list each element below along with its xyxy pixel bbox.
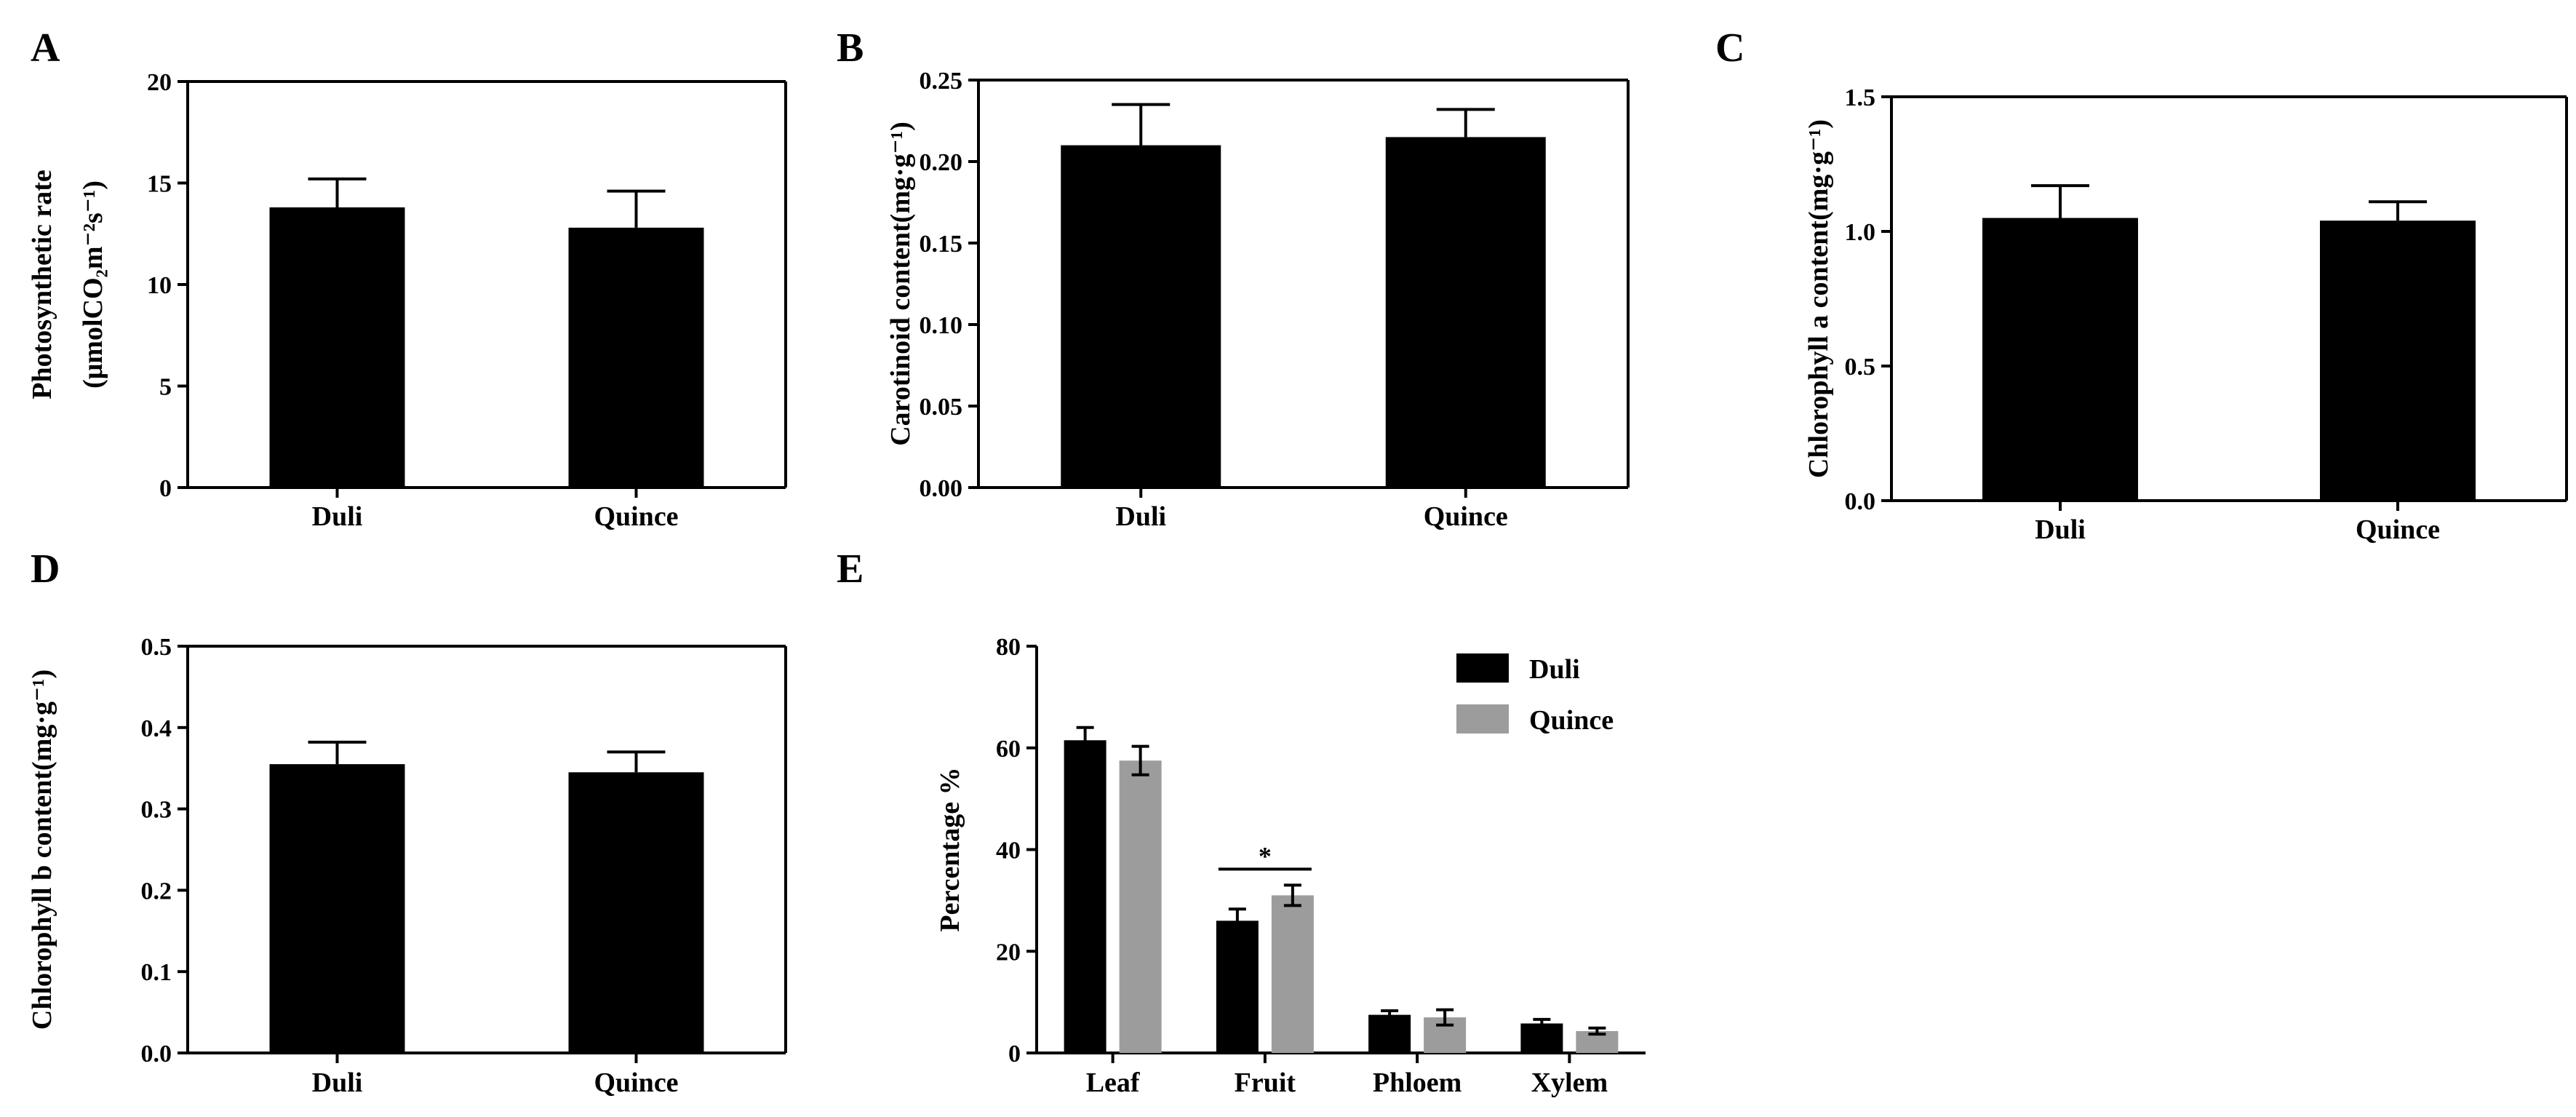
y-tick-label: 0 — [159, 475, 172, 502]
y-axis-label: Percentage % — [935, 767, 965, 931]
y-tick-label: 0.25 — [920, 68, 963, 95]
y-tick-label: 0.1 — [141, 959, 172, 986]
x-tick-label: Quince — [1424, 501, 1508, 532]
y-tick-label: 0.4 — [141, 715, 172, 742]
significance-marker: * — [1259, 841, 1272, 870]
chart-panel-e: 0 20 40 60 80 Percentage % Leaf Fruit Phloem Xyle… — [935, 634, 1646, 1098]
x-tick-label: Quince — [594, 501, 678, 532]
chart-panel-a: 0 5 10 15 20 Photosynthetic rate (μmolCO₂m⁻²s⁻… — [27, 69, 787, 532]
y-tick-label: 40 — [996, 838, 1021, 864]
x-tick-label: Fruit — [1235, 1068, 1296, 1098]
y-axis-label: (μmolCO₂m⁻²s⁻¹) — [78, 180, 108, 389]
bar — [1368, 1014, 1411, 1053]
y-axis-label: Chlorophyll b content(mg·g⁻¹) — [27, 669, 57, 1030]
bar — [2320, 220, 2476, 501]
x-tick-label: Duli — [1115, 501, 1166, 532]
bar — [568, 772, 704, 1053]
y-tick-label: 0.3 — [141, 797, 172, 824]
bar — [269, 764, 405, 1053]
bar — [1982, 218, 2138, 501]
y-tick-label: 0.5 — [141, 634, 172, 661]
y-tick-label: 80 — [996, 634, 1021, 661]
panel-letter-e: E — [837, 546, 864, 592]
x-tick-label: Duli — [2035, 514, 2086, 545]
x-tick-label: Duli — [312, 501, 363, 532]
legend-label: Quince — [1529, 705, 1614, 736]
panel-letter-a: A — [31, 25, 60, 71]
y-tick-label: 20 — [996, 939, 1021, 966]
y-tick-label: 10 — [147, 272, 172, 299]
y-tick-label: 1.0 — [1845, 219, 1876, 246]
legend-swatch — [1456, 653, 1509, 683]
chart-panel-c: 0.0 0.5 1.0 1.5 Chlorophyll a content(mg·g⁻¹… — [1803, 84, 2568, 545]
legend-label: Duli — [1529, 654, 1580, 685]
x-tick-label: Phloem — [1373, 1068, 1462, 1098]
y-tick-label: 0.00 — [920, 475, 963, 502]
bar — [1385, 137, 1546, 488]
y-tick-label: 0 — [1008, 1041, 1021, 1068]
y-tick-label: 0.5 — [1845, 354, 1876, 381]
x-tick-label: Leaf — [1086, 1068, 1141, 1098]
panel-letter-c: C — [1715, 25, 1744, 71]
y-axis-label: Chlorophyll a content(mg·g⁻¹) — [1803, 119, 1834, 478]
x-tick-label: Duli — [312, 1068, 363, 1098]
y-tick-label: 60 — [996, 736, 1021, 763]
y-tick-label: 1.5 — [1845, 84, 1876, 111]
bar — [1216, 921, 1259, 1053]
y-tick-label: 0.10 — [920, 312, 963, 339]
y-tick-label: 0.20 — [920, 149, 963, 176]
y-tick-label: 0.15 — [920, 231, 963, 258]
y-tick-label: 20 — [147, 69, 172, 96]
legend-swatch — [1456, 704, 1509, 734]
bar — [269, 207, 405, 488]
y-tick-label: 0.0 — [141, 1041, 172, 1068]
bar — [568, 227, 704, 488]
bar — [1064, 740, 1106, 1053]
bar — [1061, 145, 1221, 488]
y-tick-label: 5 — [159, 374, 172, 401]
x-tick-label: Quince — [2356, 514, 2440, 545]
panel-letter-d: D — [31, 546, 60, 592]
y-tick-label: 0.0 — [1845, 488, 1876, 515]
x-tick-label: Quince — [594, 1068, 678, 1098]
bar — [1271, 895, 1314, 1053]
y-tick-label: 0.05 — [920, 394, 963, 421]
bar — [1119, 760, 1162, 1053]
x-tick-label: Xylem — [1531, 1068, 1608, 1098]
panel-letter-b: B — [837, 25, 864, 71]
chart-panel-d: 0.0 0.1 0.2 0.3 0.4 0.5 Chlorophyll b content(… — [27, 634, 787, 1098]
y-axis-label: Carotinoid content(mg·g⁻¹) — [885, 122, 916, 446]
y-tick-label: 0.2 — [141, 878, 172, 905]
y-tick-label: 15 — [147, 171, 172, 198]
y-axis-label: Photosynthetic rate — [27, 170, 57, 400]
